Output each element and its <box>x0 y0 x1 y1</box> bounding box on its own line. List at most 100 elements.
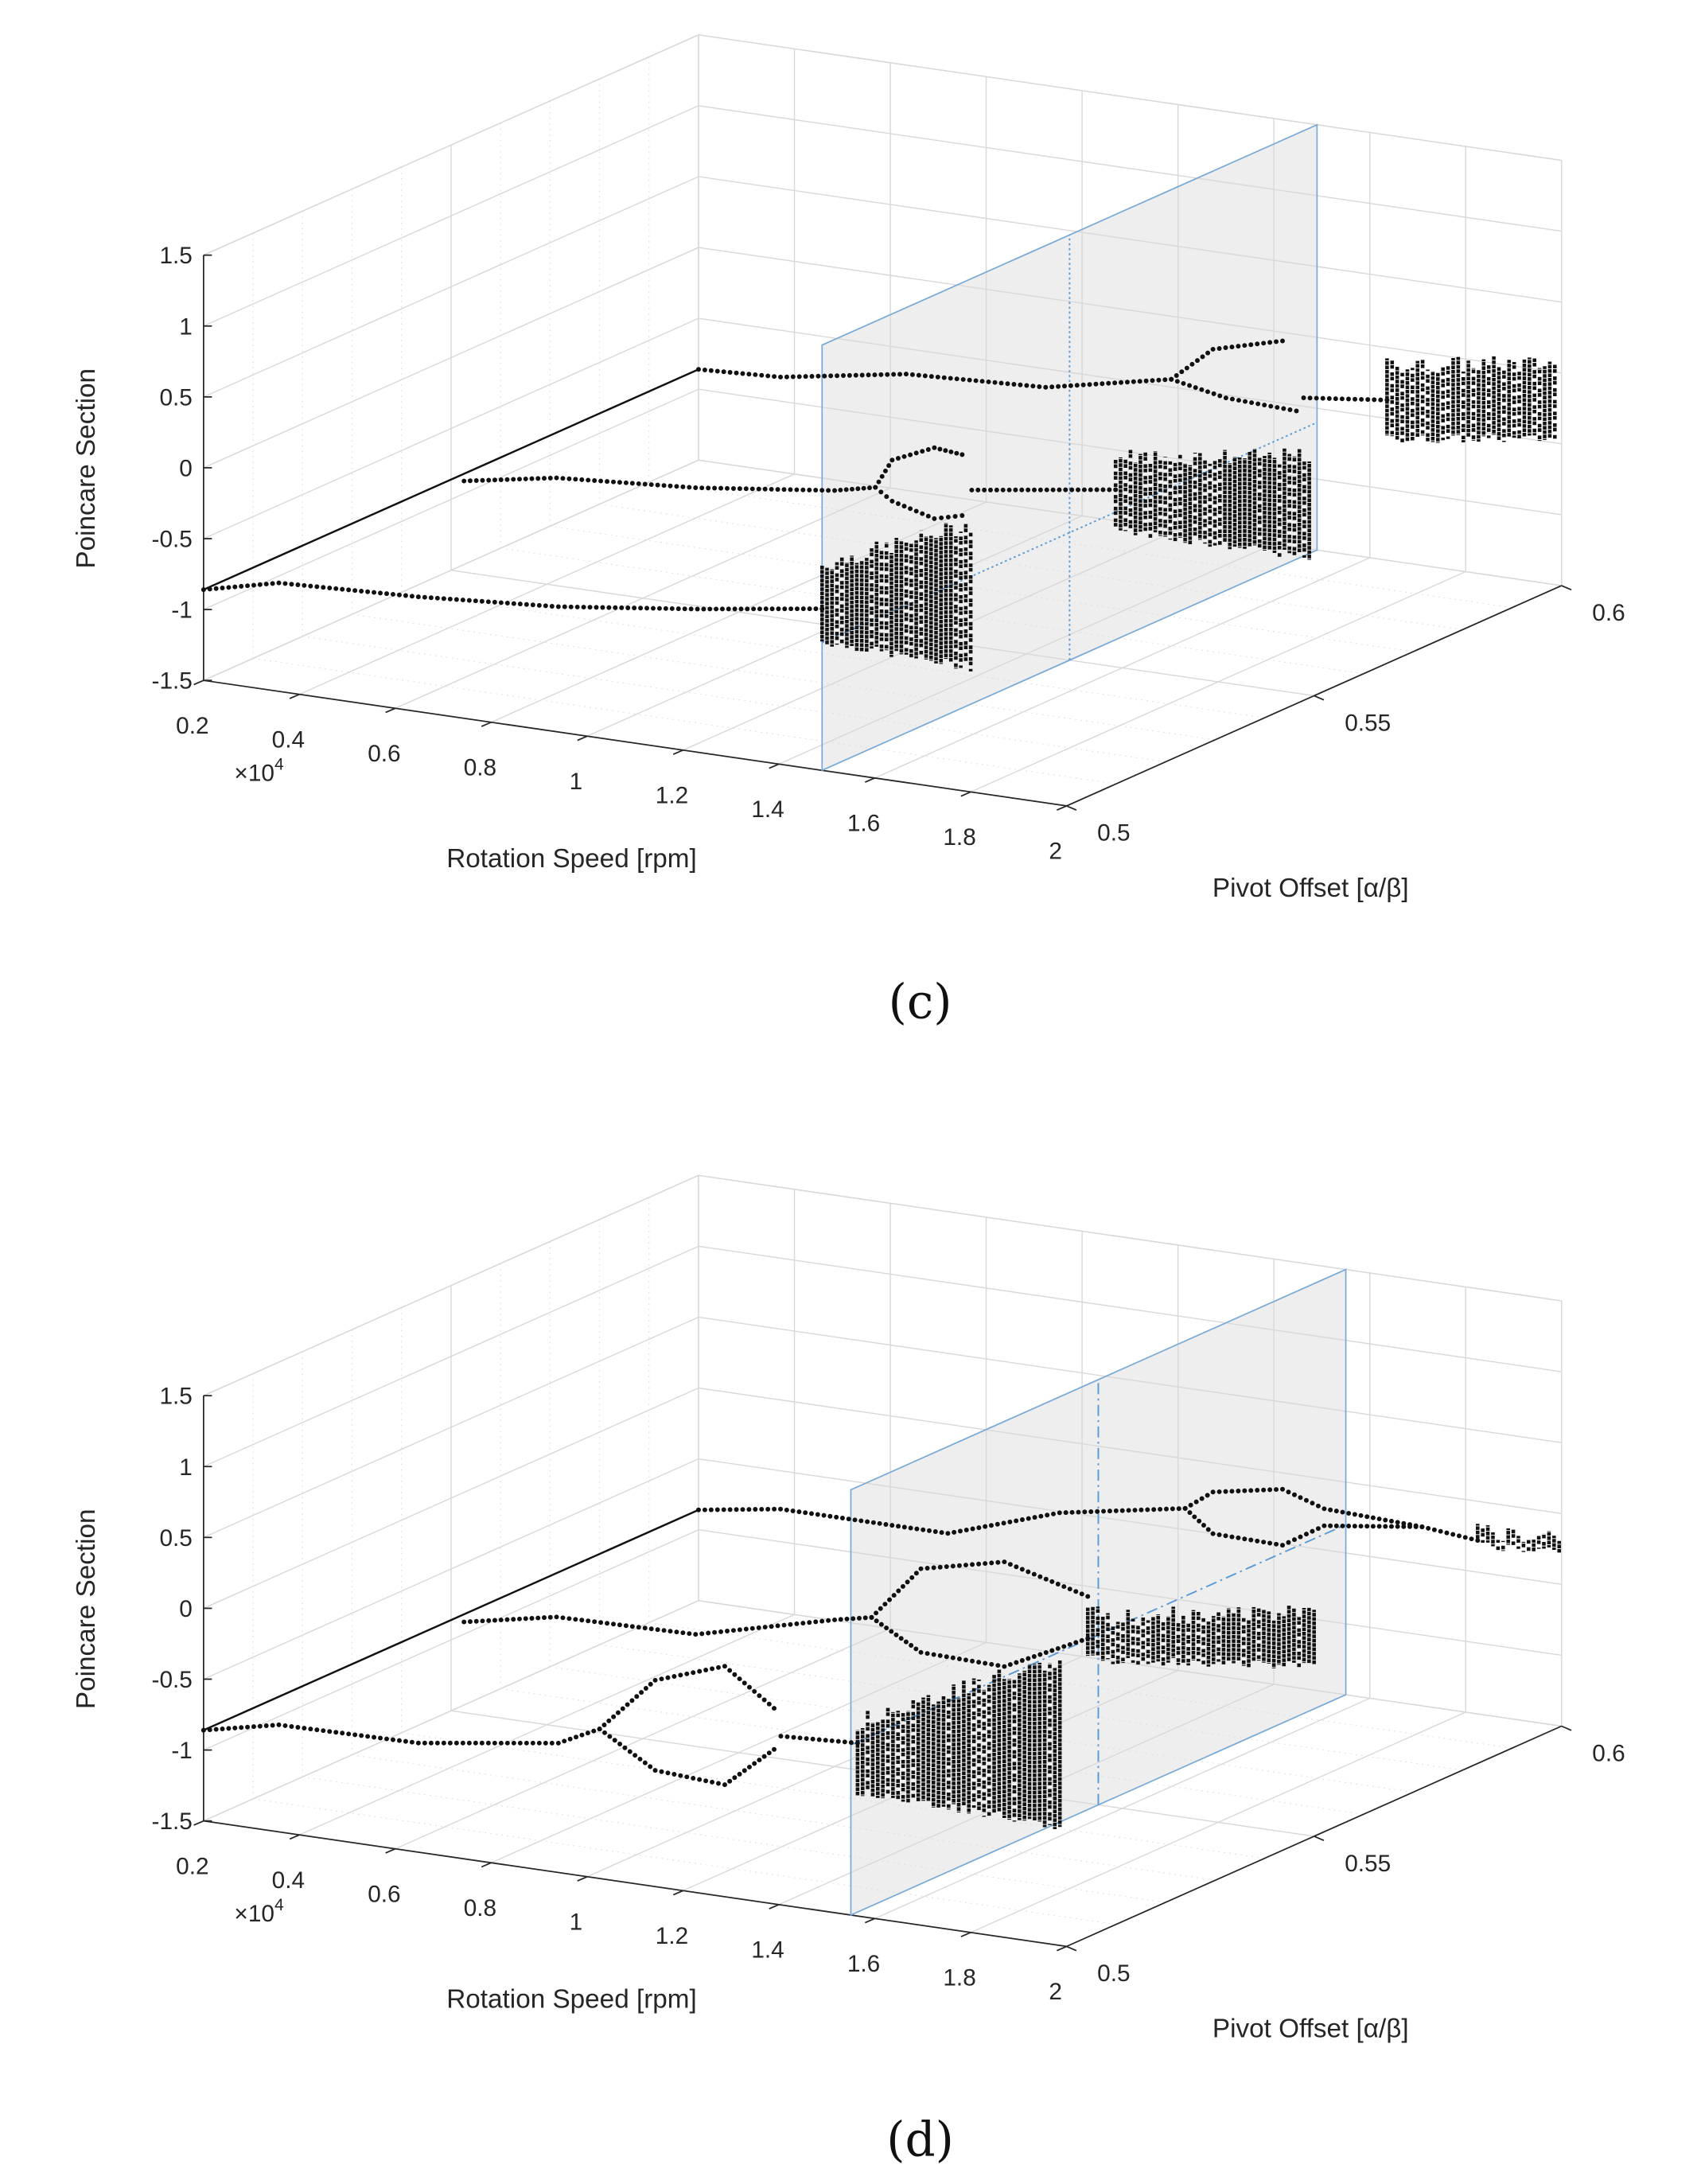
data-point <box>1469 1536 1474 1542</box>
data-point <box>970 1562 975 1567</box>
data-point <box>791 1734 796 1740</box>
data-point <box>838 1617 843 1622</box>
data-point <box>976 1660 982 1665</box>
data-point <box>207 1727 212 1733</box>
y-tick-label: 0.5 <box>1097 820 1130 847</box>
data-point <box>1037 384 1042 389</box>
z-tick-label: -1.5 <box>152 668 193 695</box>
data-point <box>340 1730 345 1736</box>
data-point <box>970 1658 975 1664</box>
data-point <box>944 1564 949 1570</box>
data-point <box>606 605 612 610</box>
data-point <box>889 1629 894 1634</box>
z-axis-title: Poincare Section <box>72 1509 101 1709</box>
data-point <box>517 477 522 482</box>
data-point <box>636 1625 641 1630</box>
data-point <box>708 368 714 373</box>
data-point <box>594 605 599 610</box>
data-point <box>1236 344 1241 349</box>
data-point <box>883 1521 889 1527</box>
z-tick-label: -0.5 <box>152 1667 193 1693</box>
y-tick <box>1314 695 1325 701</box>
data-point <box>1346 396 1351 402</box>
data-point <box>1333 1523 1339 1528</box>
data-point <box>1255 341 1260 347</box>
data-point <box>688 606 694 612</box>
x-tick <box>385 707 396 714</box>
x-tick-label: 2 <box>1049 1979 1062 2005</box>
data-point <box>1236 1535 1241 1540</box>
data-point <box>983 1524 988 1529</box>
data-point <box>1049 384 1055 390</box>
data-point <box>1200 354 1205 360</box>
data-point <box>629 1698 635 1703</box>
data-point <box>257 1723 263 1729</box>
data-point <box>746 1507 752 1512</box>
x-axis-title: Rotation Speed [rpm] <box>446 1984 696 2014</box>
data-point <box>415 1740 421 1746</box>
data-point <box>778 1734 784 1739</box>
data-point <box>1205 1493 1210 1498</box>
data-point <box>727 1507 733 1512</box>
data-point <box>714 606 719 612</box>
y-tick-label: 0.6 <box>1592 1740 1625 1766</box>
data-point <box>1007 1562 1013 1567</box>
data-point <box>1365 397 1371 403</box>
x-tick <box>960 791 971 797</box>
x-tick-label: 1.4 <box>751 796 784 823</box>
data-point <box>523 1616 528 1621</box>
data-point <box>1292 1537 1297 1543</box>
data-point <box>772 374 777 380</box>
data-point <box>648 482 654 488</box>
data-point <box>822 373 827 379</box>
data-point <box>422 594 427 600</box>
grid-line <box>302 1776 1166 1903</box>
data-point <box>1026 1656 1031 1661</box>
data-point <box>460 598 465 603</box>
x-tick <box>577 1875 588 1882</box>
data-point <box>913 1646 919 1652</box>
data-point <box>1376 1524 1382 1529</box>
data-point <box>592 1619 597 1625</box>
data-point <box>276 1722 282 1727</box>
data-point <box>1281 406 1286 411</box>
data-point <box>232 1725 238 1730</box>
data-point <box>976 1525 982 1531</box>
data-point <box>931 1652 936 1657</box>
data-point <box>1094 487 1100 492</box>
data-point <box>282 581 288 586</box>
data-point <box>637 1756 643 1762</box>
figure-caption: (d) <box>886 2112 954 2167</box>
data-point <box>1248 342 1254 348</box>
data-point <box>908 452 913 457</box>
data-point <box>321 585 326 590</box>
data-point <box>1328 1507 1333 1512</box>
data-point <box>270 1723 275 1728</box>
z-tick-label: 1.5 <box>159 243 192 269</box>
data-point <box>1223 1489 1228 1494</box>
x-tick-label: 1.2 <box>656 782 688 808</box>
data-point <box>485 1740 491 1746</box>
data-point <box>901 454 907 459</box>
data-point <box>1340 1509 1345 1515</box>
data-point <box>959 452 965 457</box>
data-point <box>498 1740 504 1746</box>
data-point <box>718 485 724 491</box>
y-axis-title: Pivot Offset [α/β] <box>1212 2014 1409 2043</box>
data-point <box>327 586 333 590</box>
data-point <box>1194 358 1200 364</box>
data-point <box>1037 1574 1043 1579</box>
x-tick-label: 0.8 <box>464 754 496 781</box>
z-tick-label: 0.5 <box>159 384 192 411</box>
grid-line <box>401 591 1265 718</box>
data-point <box>943 448 948 454</box>
data-point <box>1007 1662 1013 1668</box>
data-point <box>866 372 871 378</box>
data-point <box>1107 487 1112 492</box>
data-point <box>935 374 940 380</box>
data-point <box>925 513 931 519</box>
data-point <box>1176 1506 1181 1512</box>
data-point <box>839 1516 845 1521</box>
data-point <box>1364 1524 1370 1529</box>
